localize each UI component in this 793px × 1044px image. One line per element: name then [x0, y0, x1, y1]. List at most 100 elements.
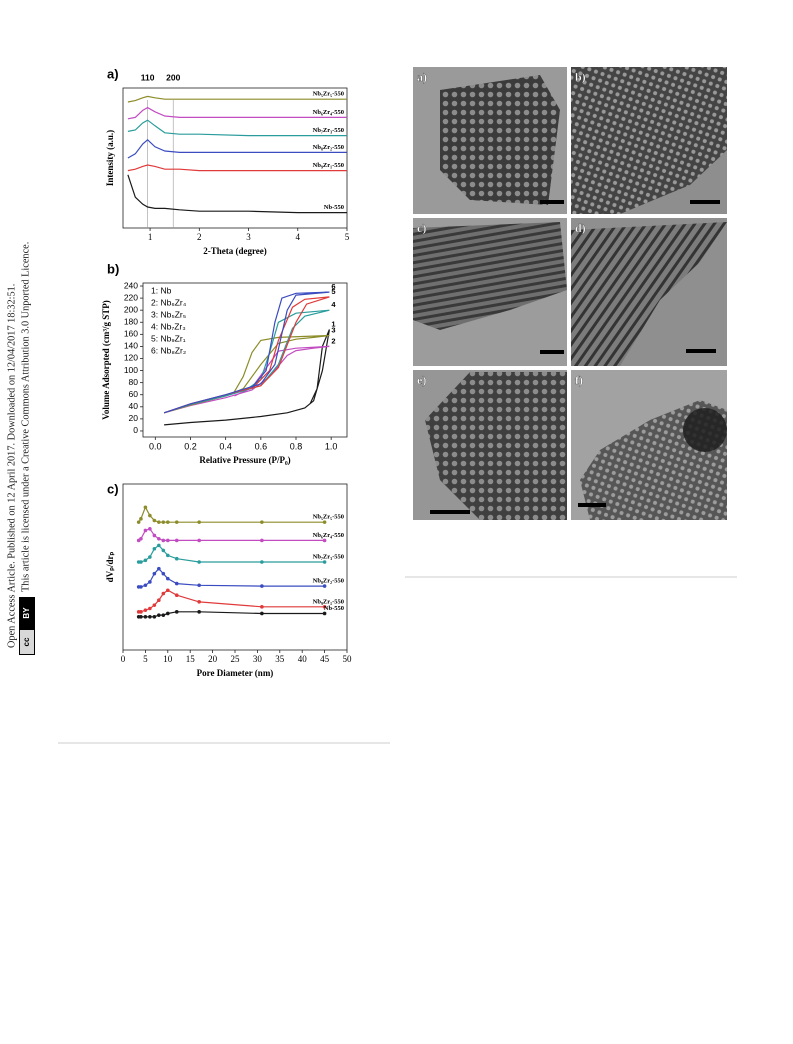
series-line [127, 138, 347, 159]
curve-tag: 4 [331, 300, 336, 309]
point [157, 520, 161, 524]
point [166, 520, 170, 524]
badge-cc-bg [20, 630, 34, 654]
point [161, 571, 166, 576]
y-tick-label: 220 [124, 292, 138, 302]
point [322, 520, 327, 524]
series-label: Nb₆Zr₄-550 [313, 532, 344, 539]
chart: c) Pore Diameter (nm) dVₚ/drₚ 0 5 10 15 20 25 30 3… [105, 481, 352, 678]
series-label: Nb₈Zr₂-550 [313, 578, 344, 585]
plot-frame [122, 87, 348, 229]
legend-entry: 5: Nb₉Zr₁ [151, 333, 186, 343]
point [157, 536, 161, 541]
chart: a) 2-Theta (degree) Intensity (a.u.) 1 2 3 4 5 1… [105, 66, 350, 256]
y-tick-label: 160 [124, 329, 138, 339]
point [260, 560, 264, 564]
point [152, 571, 157, 576]
peak-label: 200 [166, 72, 180, 82]
y-axis-title: Intensity (a.u.) [105, 130, 115, 186]
x-tick-label: 40 [298, 654, 308, 664]
tem-particle [425, 372, 567, 520]
point [157, 566, 161, 571]
point [197, 560, 201, 564]
point [152, 615, 157, 619]
series-label: Nb₆Zr₄-550 [313, 109, 344, 116]
point [143, 558, 148, 563]
x-tick-label: 0.6 [255, 441, 268, 451]
tem-panel-label: f) [575, 373, 583, 387]
point [157, 613, 161, 617]
tem-particle [413, 222, 567, 330]
point [143, 583, 148, 588]
curve-tag: 2 [331, 336, 335, 345]
point [139, 536, 143, 541]
point [143, 528, 148, 533]
sidebar-line: This article is licensed under a Creativ… [20, 242, 31, 592]
point [152, 603, 157, 607]
point [260, 538, 264, 543]
sidebar-line: Open Access Article. Published on 12 Apr… [6, 284, 17, 648]
point [148, 555, 152, 559]
scale-bar [578, 503, 606, 507]
point [157, 598, 161, 602]
x-tick-label: 1.0 [325, 441, 338, 451]
point [136, 520, 141, 524]
y-tick-label: 180 [124, 317, 138, 327]
plot-frame [122, 483, 348, 651]
x-tick-label: 0 [121, 654, 126, 664]
series-label: Nb₇Zr₃-550 [313, 554, 344, 561]
point [148, 527, 152, 531]
point [143, 505, 148, 510]
legend-entry: 1: Nb [151, 285, 172, 295]
series-line [163, 291, 330, 414]
point [197, 520, 201, 524]
scale-bar [690, 200, 720, 204]
point [260, 584, 264, 588]
y-tick-label: 140 [124, 341, 138, 351]
point [197, 600, 201, 604]
x-tick-label: 0.2 [184, 441, 197, 451]
point [139, 610, 143, 614]
x-tick-label: 1 [148, 232, 153, 242]
series-line [138, 544, 325, 563]
point [161, 591, 166, 596]
figure-charts: a)2-Theta (degree)Intensity (a.u.)1 2 3 4 51… [101, 66, 352, 678]
tem-panel-label: c) [417, 221, 426, 235]
tem-figure: a) b) c) d) e) f) [413, 67, 727, 520]
x-tick-label: 5 [345, 232, 350, 242]
curve-tag: 5 [331, 287, 335, 296]
y-tick-label: 20 [129, 413, 139, 423]
plot-frame [142, 282, 348, 438]
tem-panel-label: a) [417, 70, 427, 84]
point [157, 543, 161, 548]
point [161, 548, 166, 553]
point [322, 538, 327, 543]
y-tick-label: 60 [129, 389, 139, 399]
x-axis-title: Pore Diameter (nm) [197, 668, 274, 678]
point [174, 593, 179, 598]
series-line [127, 95, 347, 103]
point [148, 606, 152, 611]
y-tick-label: 100 [124, 365, 138, 375]
legend-entry: 2: Nb₆Zr₄ [151, 297, 187, 307]
point [166, 611, 170, 616]
point [166, 538, 170, 543]
series-label: Nb₉Zr₁-550 [313, 162, 344, 169]
y-tick-label: 200 [124, 304, 138, 314]
series-line [127, 164, 347, 172]
point [322, 584, 327, 588]
point [174, 520, 179, 524]
series-label: Nb₈Zr₂-550 [313, 144, 344, 151]
tem-particle [571, 222, 727, 366]
series-line [138, 528, 325, 541]
point [143, 608, 148, 612]
point [152, 518, 157, 523]
peak-label: 110 [141, 72, 155, 82]
tem-panel-label: e) [417, 373, 426, 387]
scale-bar [540, 350, 564, 354]
legend-entry: 4: Nb₇Zr₃ [151, 321, 186, 331]
cc-badge[interactable]: cc BY [19, 597, 35, 655]
scale-bar [540, 200, 564, 204]
point [260, 611, 264, 616]
